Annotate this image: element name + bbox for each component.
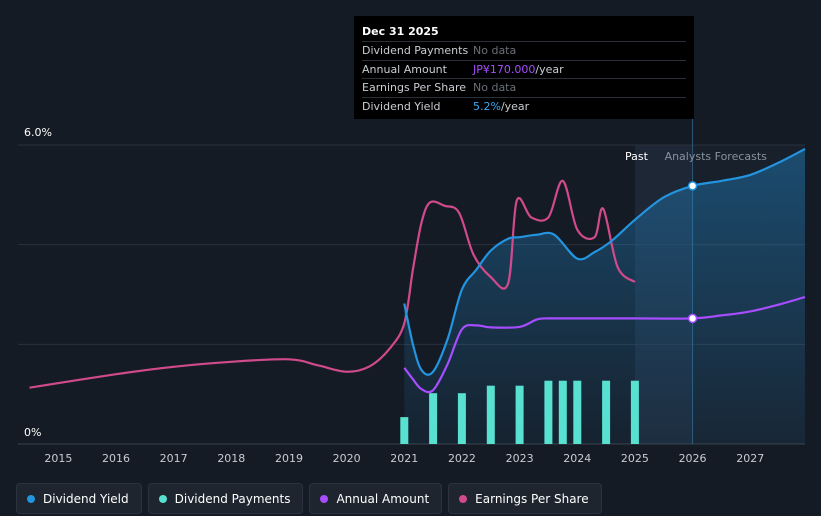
forecast-marker	[687, 313, 698, 324]
tooltip-label: Annual Amount	[362, 62, 447, 76]
tooltip-date: Dec 31 2025	[362, 25, 439, 38]
earnings-per-share-line	[29, 179, 636, 389]
x-tick-label: 2024	[563, 452, 591, 465]
x-tick-label: 2025	[621, 452, 649, 465]
legend-dot-icon	[459, 494, 468, 503]
dividend-payment-bar	[630, 380, 639, 444]
dividend-payment-bar	[573, 380, 582, 444]
tooltip-row-annual-amount: Annual Amount JP¥170.000/year	[362, 59, 686, 79]
tooltip-value: JP¥170.000/year	[473, 61, 564, 79]
legend: Dividend Yield Dividend Payments Annual …	[16, 483, 602, 515]
legend-label: Dividend Yield	[43, 491, 129, 506]
x-tick-label: 2019	[275, 452, 303, 465]
x-tick-label: 2020	[333, 452, 361, 465]
tooltip-value-number: 5.2%	[473, 99, 501, 113]
dividend-payment-bar	[515, 385, 524, 444]
y-axis-top-label: 6.0%	[24, 126, 52, 139]
dividend-payments-bars	[400, 380, 639, 444]
x-tick-label: 2021	[390, 452, 418, 465]
y-axis-bottom-label: 0%	[24, 426, 41, 439]
chart: 6.0% 0% Past Analysts Forecasts 2015 2016…	[18, 118, 806, 465]
x-tick-label: 2016	[102, 452, 130, 465]
tooltip: Dec 31 2025 Dividend Payments No data An…	[354, 16, 694, 119]
legend-label: Dividend Payments	[174, 491, 291, 506]
legend-dot-icon	[158, 494, 167, 503]
tooltip-value-suffix: /year	[500, 99, 530, 113]
dividend-yield-line	[403, 148, 806, 376]
legend-annual-amount[interactable]: Annual Amount	[309, 483, 443, 514]
tooltip-value: No data	[473, 44, 517, 57]
legend-label: Earnings Per Share	[475, 491, 589, 506]
x-tick-label: 2017	[160, 452, 188, 465]
dividend-yield-area	[404, 149, 805, 444]
dividend-payment-bar	[558, 380, 567, 444]
x-tick-label: 2018	[217, 452, 245, 465]
tooltip-row-dividend-yield: Dividend Yield 5.2%/year	[362, 96, 686, 116]
tooltip-label: Earnings Per Share	[362, 81, 467, 94]
dividend-payment-bar	[429, 393, 438, 444]
legend-dot-icon	[27, 494, 35, 503]
tooltip-label: Dividend Payments	[362, 44, 469, 57]
tooltip-row-earnings-per-share: Earnings Per Share No data	[362, 78, 686, 97]
x-tick-label: 2026	[679, 452, 707, 465]
legend-dividend-payments[interactable]: Dividend Payments	[147, 483, 304, 514]
tooltip-value-number: JP¥170.000	[473, 62, 536, 76]
tooltip-row-dividend-payments: Dividend Payments No data	[362, 41, 686, 60]
x-axis-ticks: 2015 2016 2017 2018 2019 2020 2021 2022 2023 2024…	[44, 452, 764, 465]
legend-label: Annual Amount	[336, 491, 430, 506]
past-label: Past	[625, 150, 649, 163]
dividend-payment-bar	[457, 393, 466, 444]
tooltip-value: No data	[473, 81, 517, 94]
dividend-payment-bar	[400, 417, 409, 444]
dividend-payment-bar	[602, 380, 611, 444]
x-tick-label: 2027	[736, 452, 764, 465]
legend-earnings-per-share[interactable]: Earnings Per Share	[448, 483, 602, 514]
dividend-payment-bar	[486, 385, 495, 444]
annual-amount-line	[403, 295, 806, 394]
legend-dot-icon	[320, 494, 329, 503]
forecast-markers	[687, 181, 698, 324]
dividend-payment-bar	[544, 380, 553, 444]
analysts-forecasts-label: Analysts Forecasts	[665, 150, 768, 163]
forecast-marker	[687, 181, 698, 191]
tooltip-label: Dividend Yield	[362, 99, 441, 113]
x-tick-label: 2023	[506, 452, 534, 465]
tooltip-value: 5.2%/year	[473, 98, 529, 116]
tooltip-value-suffix: /year	[535, 62, 564, 76]
x-tick-label: 2022	[448, 452, 476, 465]
x-tick-label: 2015	[44, 452, 72, 465]
legend-dividend-yield[interactable]: Dividend Yield	[16, 483, 142, 514]
